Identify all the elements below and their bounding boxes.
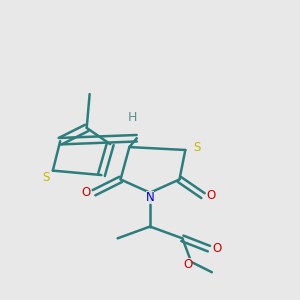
Text: S: S (43, 171, 50, 184)
Text: O: O (207, 189, 216, 202)
Text: O: O (183, 258, 192, 271)
Text: N: N (146, 190, 154, 204)
Text: O: O (81, 186, 90, 199)
Text: H: H (128, 111, 137, 124)
Text: S: S (193, 141, 200, 154)
Text: O: O (212, 242, 222, 255)
